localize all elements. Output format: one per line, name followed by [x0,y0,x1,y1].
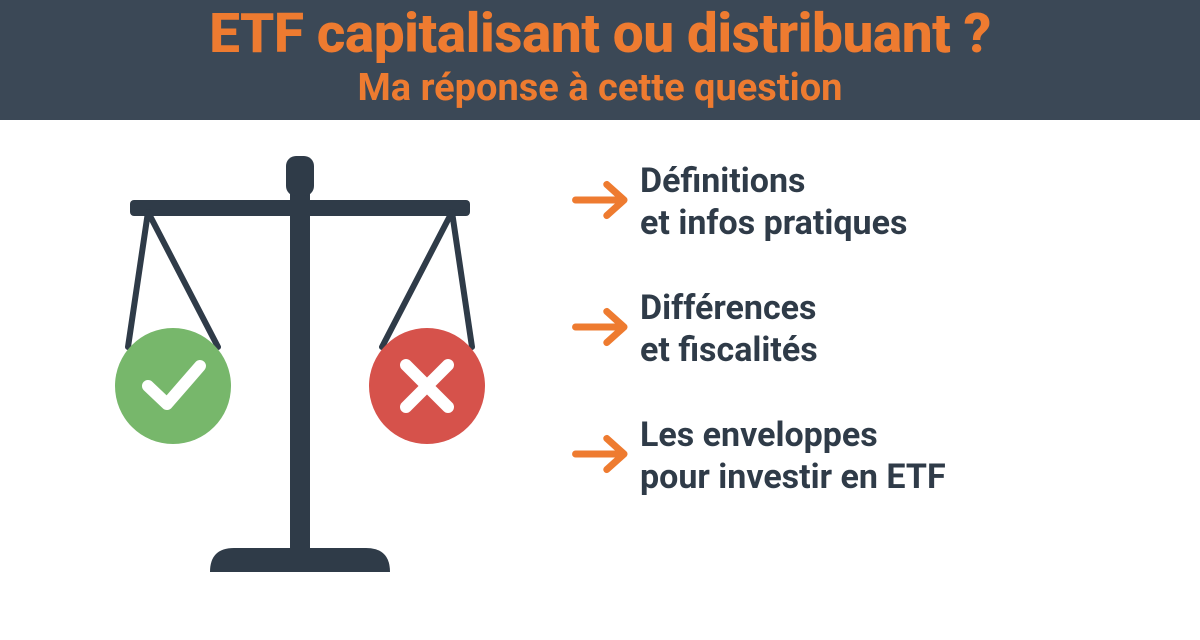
bullet-row: Les enveloppespour investir en ETF [570,414,1160,499]
bullet-arrow [570,301,640,357]
page-title: ETF capitalisant ou distribuant ? [0,6,1200,64]
scale-left-strings-icon [128,212,218,347]
bullet-text: Les enveloppespour investir en ETF [640,414,946,499]
illustration-column [40,142,560,582]
scale-top-cap-icon [286,156,314,196]
bullet-text: Différenceset fiscalités [640,287,818,372]
bullet-row: Définitionset infos pratiques [570,160,1160,245]
page-subtitle: Ma réponse à cette question [0,66,1200,110]
content-area: Définitionset infos pratiques Différence… [0,120,1200,582]
arrow-icon [570,301,640,353]
bullet-line2: et fiscalités [640,329,818,372]
bullet-text: Définitionset infos pratiques [640,160,907,245]
bullet-row: Différenceset fiscalités [570,287,1160,372]
bullet-line2: et infos pratiques [640,202,907,245]
bullet-line1: Les enveloppes [640,414,946,457]
bullet-arrow [570,428,640,484]
bullet-line2: pour investir en ETF [640,456,946,499]
scale-pole-icon [290,192,310,552]
arrow-icon [570,174,640,226]
check-circle-icon [115,328,231,444]
scale-beam-icon [130,200,470,216]
bullets-column: Définitionset infos pratiques Différence… [560,142,1160,541]
arrow-icon [570,428,640,480]
scale-right-strings-icon [382,212,472,347]
balance-scale-icon [90,142,510,582]
bullet-line1: Différences [640,287,818,330]
header-banner: ETF capitalisant ou distribuant ? Ma rép… [0,0,1200,120]
bullet-arrow [570,174,640,230]
bullet-line1: Définitions [640,160,907,203]
